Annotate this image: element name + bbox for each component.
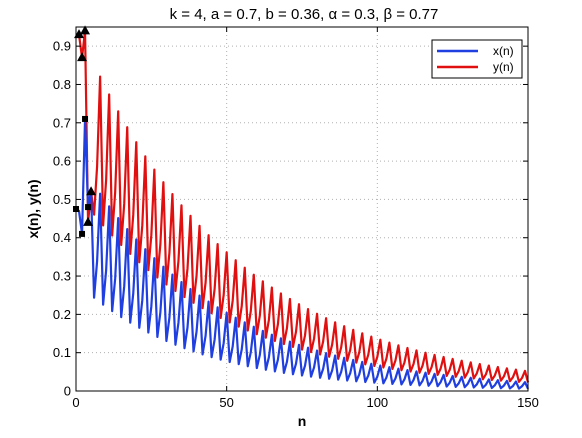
marker-square <box>79 230 86 237</box>
marker-triangle <box>77 52 88 62</box>
plot-area-frame <box>75 26 529 392</box>
y-tick-label: 0.6 <box>53 154 71 169</box>
x-tick-label: 100 <box>366 395 388 410</box>
marker-square <box>85 204 92 211</box>
marker-triangle <box>86 186 97 196</box>
x-tick-label: 50 <box>219 395 233 410</box>
y-tick-label: 0.8 <box>53 77 71 92</box>
y-tick-label: 0.3 <box>53 269 71 284</box>
legend-label-x: x(n) <box>493 44 514 58</box>
y-tick-label: 0.4 <box>53 230 71 245</box>
chart-title: k = 4, a = 0.7, b = 0.36, α = 0.3, β = 0… <box>170 6 439 23</box>
marker-triangle <box>74 29 85 39</box>
x-tick-label: 0 <box>72 395 79 410</box>
marker-triangle <box>80 25 91 35</box>
y-tick-label: 0.9 <box>53 39 71 54</box>
legend-box <box>431 39 523 79</box>
y-tick-label: 0.2 <box>53 307 71 322</box>
series-line-x <box>75 117 530 390</box>
y-axis: 0 0.1 0.2 0.3 0.4 0.5 0.6 0.7 0.8 0.9 <box>53 39 528 399</box>
y-tick-label: 0 <box>64 384 71 399</box>
legend-label-y: y(n) <box>493 60 514 74</box>
marker-triangle <box>83 216 94 226</box>
y-tick-label: 0.5 <box>53 192 71 207</box>
marker-square <box>82 115 89 122</box>
series-line-y <box>75 29 530 383</box>
series-lines <box>75 29 530 390</box>
y-tick-label: 0.7 <box>53 115 71 130</box>
y-axis-label: x(n), y(n) <box>25 179 41 238</box>
y-tick-label: 0.1 <box>53 345 71 360</box>
legend: x(n) y(n) <box>431 39 523 79</box>
x-axis: 0 50 100 150 <box>72 27 539 410</box>
x-axis-label: n <box>298 413 307 429</box>
x-tick-label: 150 <box>517 395 539 410</box>
